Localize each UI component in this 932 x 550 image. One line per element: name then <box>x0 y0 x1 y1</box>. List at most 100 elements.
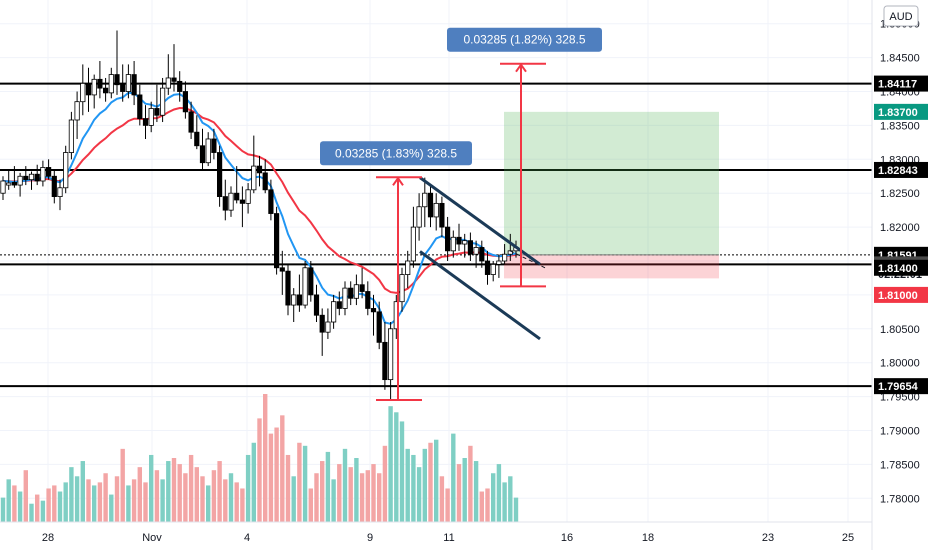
candle-body <box>17 175 23 186</box>
candle-body <box>159 87 166 116</box>
price-tick-label: 1.78000 <box>880 493 920 505</box>
candle <box>34 164 40 186</box>
candle-body <box>387 328 394 381</box>
volume-bar <box>131 479 137 522</box>
candle-body <box>262 172 268 191</box>
candle <box>165 54 171 95</box>
candle-body <box>239 199 245 204</box>
volume-bar <box>268 433 274 522</box>
price-tag[interactable]: 1.84117 <box>874 75 928 92</box>
channel-lower-line[interactable] <box>419 250 541 341</box>
volume-bar <box>194 467 199 522</box>
volume-bar <box>12 485 17 522</box>
volume-bar <box>280 415 285 522</box>
volume-bar <box>114 476 120 522</box>
volume-bar <box>422 448 427 522</box>
price-tags[interactable]: 1.841171.837001.828431.8159102:22:011.81… <box>874 75 928 395</box>
candle <box>245 183 251 214</box>
volume-bar <box>302 445 308 522</box>
volume-bar <box>399 421 405 522</box>
volume-bar <box>223 479 228 522</box>
volume-bar <box>405 448 410 522</box>
candle-body <box>23 175 29 181</box>
candle-body <box>501 253 508 262</box>
volume-bar <box>154 470 160 522</box>
candle <box>57 179 63 211</box>
candle-body <box>91 78 97 96</box>
drawings[interactable]: 0.03285 (1.83%) 328.5 0.03285 (1.82%) 328… <box>320 27 602 401</box>
volume-bar <box>29 503 34 522</box>
volume-bar <box>377 473 382 522</box>
candle-body <box>319 314 325 333</box>
candle-body <box>80 82 86 103</box>
price-tag-label: 1.81400 <box>878 263 918 275</box>
price-tick-label: 1.78500 <box>880 459 920 471</box>
time-tick-label: 4 <box>244 532 250 544</box>
volume-bar <box>17 491 23 522</box>
price-tag[interactable]: 1.83700 <box>874 103 928 120</box>
candle-body <box>137 94 143 120</box>
candle <box>456 223 462 251</box>
time-tick-label: 28 <box>42 532 54 544</box>
candle <box>108 67 114 99</box>
price-tick-label: 1.82500 <box>880 188 920 200</box>
time-tick-label: 25 <box>842 532 854 544</box>
time-tick-label: 16 <box>561 532 573 544</box>
candle <box>467 232 474 261</box>
volume-bar <box>348 467 353 522</box>
volume-bar <box>126 485 131 522</box>
candle-body <box>365 291 371 309</box>
candle <box>148 101 154 133</box>
candle <box>342 281 348 316</box>
currency-button[interactable]: AUD <box>883 5 919 27</box>
candle <box>382 322 388 390</box>
volume-bar <box>57 491 63 522</box>
candle-body <box>108 74 114 94</box>
candle-body <box>188 111 194 133</box>
candle-body <box>68 119 74 153</box>
candle <box>17 172 23 197</box>
candle-body <box>46 167 52 177</box>
candle <box>433 193 439 231</box>
candle <box>194 115 200 150</box>
long-position-tool[interactable] <box>504 111 719 279</box>
ma-fast-line <box>2 91 517 325</box>
price-tag[interactable]: 1.82843 <box>874 161 928 178</box>
volume-bar <box>297 442 302 522</box>
volume-bar <box>183 473 188 522</box>
price-tag[interactable]: 1.79654 <box>874 378 928 395</box>
candle <box>416 193 422 241</box>
price-tag-label: 1.84117 <box>878 79 917 91</box>
candle <box>51 169 57 204</box>
stop-zone[interactable] <box>504 254 719 279</box>
candle <box>370 294 377 336</box>
price-tick-label: 1.84500 <box>880 53 920 65</box>
time-axis[interactable]: 28 Nov 4 9 11 16 18 23 25 <box>0 521 872 544</box>
target-zone[interactable] <box>504 111 719 255</box>
candle-body <box>342 287 348 309</box>
candle-body <box>256 165 263 174</box>
candle-body <box>131 74 137 96</box>
candle <box>484 250 491 285</box>
candle-body <box>467 240 474 255</box>
candle <box>296 274 303 312</box>
volume-bar <box>308 488 313 522</box>
candle <box>291 288 297 323</box>
measure-tool[interactable]: 0.03285 (1.83%) 328.5 <box>320 141 472 401</box>
candle-body <box>433 202 439 218</box>
price-tag[interactable]: 1.81000 <box>874 286 928 303</box>
price-tag[interactable]: 1.81400 <box>874 259 928 276</box>
horizontal-levels[interactable] <box>0 82 872 388</box>
candle <box>319 308 325 356</box>
volume-bar <box>434 439 439 522</box>
candle-body <box>234 192 240 201</box>
volume-bar <box>479 491 484 522</box>
candle-body <box>142 118 149 126</box>
candle-body <box>302 267 308 306</box>
volume-bar <box>177 464 182 522</box>
candle-body <box>416 206 422 228</box>
measure-tool[interactable]: 0.03285 (1.82%) 328.5 <box>447 27 602 288</box>
candle-body <box>34 173 40 182</box>
